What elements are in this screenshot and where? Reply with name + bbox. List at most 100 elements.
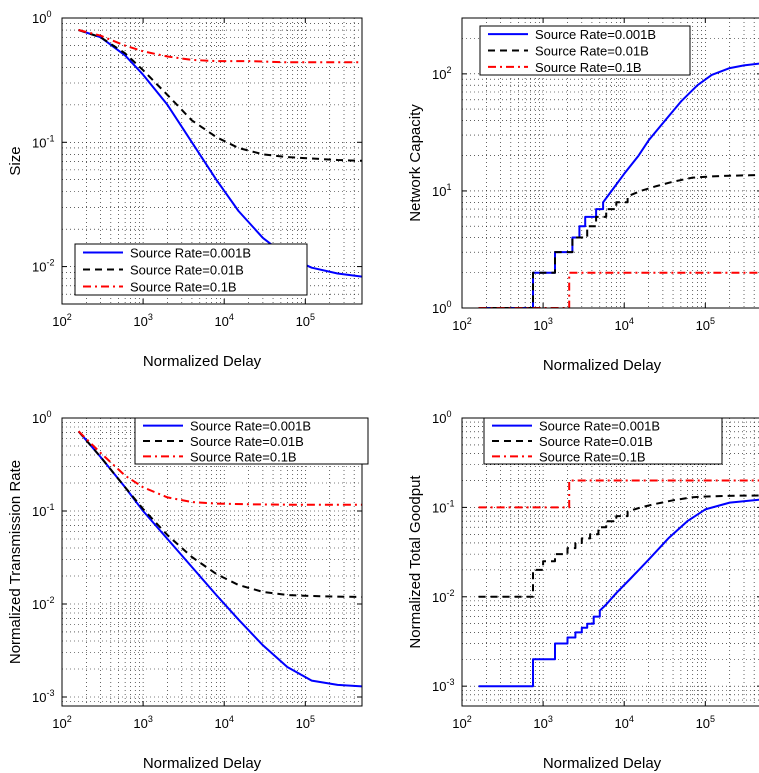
y-tick-label: 10-3 (32, 688, 54, 705)
y-tick-exponent: -1 (46, 133, 54, 143)
x-tick-exponent: 2 (67, 312, 72, 322)
x-tick-exponent: 4 (229, 312, 234, 322)
x-tick-label: 103 (133, 714, 152, 731)
y-axis-label: Normalized Transmission Rate (7, 460, 24, 664)
legend-entry: Source Rate=0.01B (539, 434, 653, 449)
y-tick-exponent: 0 (446, 299, 451, 309)
y-tick-base: 10 (432, 679, 446, 694)
x-tick-base: 10 (533, 716, 547, 731)
grid (62, 418, 362, 706)
y-tick-base: 10 (32, 11, 46, 26)
legend-entry: Source Rate=0.1B (535, 60, 642, 75)
legend-entry: Source Rate=0.001B (535, 27, 656, 42)
x-tick-base: 10 (52, 314, 66, 329)
x-tick-base: 10 (452, 318, 466, 333)
legend-entry: Source Rate=0.001B (130, 246, 251, 261)
x-tick-exponent: 2 (67, 714, 72, 724)
legend-entry: Source Rate=0.01B (535, 44, 649, 59)
x-tick-base: 10 (533, 318, 547, 333)
x-tick-base: 10 (133, 314, 147, 329)
x-tick-exponent: 4 (229, 714, 234, 724)
y-tick-label: 100 (432, 299, 451, 316)
y-tick-label: 10-3 (432, 677, 454, 694)
x-tick-base: 10 (52, 716, 66, 731)
legend-entry: Source Rate=0.01B (190, 434, 304, 449)
y-tick-exponent: -3 (46, 688, 54, 698)
x-tick-exponent: 5 (310, 312, 315, 322)
y-tick-label: 101 (432, 182, 451, 199)
x-tick-label: 103 (533, 714, 552, 731)
plot-frame (61, 17, 363, 305)
x-axis-label: Normalized Delay (143, 755, 262, 772)
legend-entry: Source Rate=0.01B (130, 263, 244, 278)
legend-entry: Source Rate=0.1B (539, 449, 646, 464)
y-axis-label: Network Capacity (407, 104, 424, 222)
x-tick-exponent: 3 (148, 714, 153, 724)
x-tick-exponent: 5 (310, 714, 315, 724)
legend: Source Rate=0.001B Source Rate=0.01BSourc… (479, 25, 691, 76)
series-line-2 (478, 494, 759, 598)
x-tick-base: 10 (296, 716, 310, 731)
legend-entry: Source Rate=0.001B (539, 419, 660, 434)
y-tick-exponent: 2 (446, 65, 451, 75)
legend-entry: Source Rate=0.1B (130, 280, 237, 295)
series-group (78, 29, 362, 278)
legend-entry: Source Rate=0.001B (190, 419, 311, 434)
series-line-3 (77, 430, 362, 506)
x-tick-exponent: 2 (467, 316, 472, 326)
x-tick-exponent: 3 (548, 714, 553, 724)
series-group (478, 479, 759, 688)
x-tick-label: 102 (52, 714, 71, 731)
y-tick-label: 10-2 (432, 588, 454, 605)
x-tick-label: 105 (696, 714, 715, 731)
x-tick-label: 105 (696, 316, 715, 333)
y-axis-label: Normalized Total Goodput (407, 475, 424, 649)
y-tick-base: 10 (32, 504, 46, 519)
y-tick-base: 10 (32, 411, 46, 426)
x-axis-label: Normalized Delay (143, 353, 262, 370)
x-tick-base: 10 (696, 318, 710, 333)
x-tick-label: 104 (214, 312, 233, 329)
y-tick-label: 100 (32, 9, 51, 26)
x-tick-exponent: 3 (148, 312, 153, 322)
x-tick-label: 103 (533, 316, 552, 333)
x-tick-label: 104 (214, 714, 233, 731)
legend-entry: Source Rate=0.1B (190, 449, 297, 464)
y-tick-label: 10-1 (432, 498, 454, 515)
series-line-2 (78, 29, 362, 162)
x-tick-label: 102 (52, 312, 71, 329)
series-group (478, 62, 759, 308)
x-tick-label: 104 (614, 714, 633, 731)
y-tick-exponent: -2 (46, 595, 54, 605)
plot-area (62, 418, 362, 706)
x-tick-base: 10 (614, 716, 628, 731)
x-tick-base: 10 (214, 716, 228, 731)
y-tick-base: 10 (32, 690, 46, 705)
x-tick-base: 10 (214, 314, 228, 329)
plot-area (462, 418, 759, 706)
y-tick-exponent: 0 (46, 9, 51, 19)
x-tick-exponent: 4 (629, 316, 634, 326)
y-tick-base: 10 (432, 500, 446, 515)
y-tick-exponent: 0 (446, 409, 451, 419)
x-tick-base: 10 (133, 716, 147, 731)
x-tick-label: 104 (614, 316, 633, 333)
y-tick-base: 10 (432, 411, 446, 426)
y-tick-base: 10 (432, 67, 446, 82)
x-axis-label: Normalized Delay (543, 755, 662, 772)
series-line-1 (478, 498, 759, 688)
x-tick-label: 103 (133, 312, 152, 329)
y-tick-base: 10 (32, 135, 46, 150)
y-tick-exponent: -1 (46, 502, 54, 512)
x-tick-label: 102 (452, 714, 471, 731)
y-tick-label: 10-2 (32, 595, 54, 612)
x-tick-label: 105 (296, 714, 315, 731)
series-group (77, 430, 362, 688)
x-tick-base: 10 (696, 716, 710, 731)
y-tick-label: 10-1 (32, 133, 54, 150)
